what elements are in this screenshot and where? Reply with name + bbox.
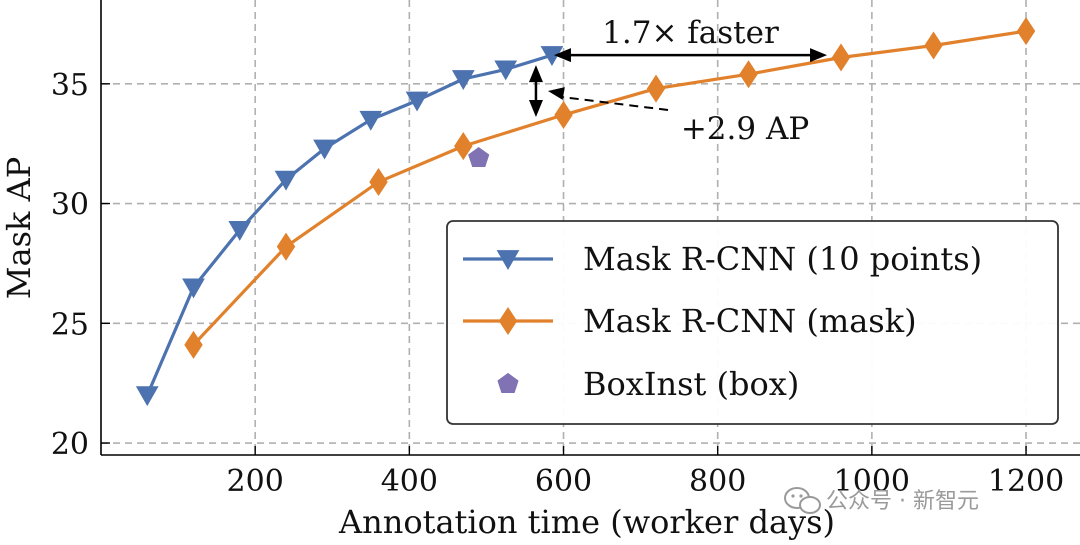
legend-item-mask-marker [498, 306, 518, 336]
watermark: 公众号 · 新智元 [784, 487, 979, 514]
legend-box [446, 220, 1059, 425]
y-tick-label: 20 [51, 427, 89, 462]
ap-gain-arrowhead-top [528, 65, 543, 83]
annotation-layer: 1.7× faster +2.9 AP [528, 15, 828, 147]
ap-gain-pointer [561, 96, 669, 111]
legend: Mask R-CNN (10 points) Mask R-CNN (mask) B… [446, 220, 1059, 425]
wechat-icon [784, 487, 821, 514]
series-mask-point [454, 132, 473, 161]
legend-item-boxinst-label: BoxInst (box) [583, 365, 799, 403]
legend-item-mask-label: Mask R-CNN (mask) [583, 302, 917, 340]
series-layer [135, 17, 1036, 407]
series-mask-point [646, 74, 666, 103]
x-axis-label: Annotation time (worker days) [338, 503, 835, 541]
x-tick-label: 200 [227, 464, 284, 499]
ap-gain-arrowhead-bottom [528, 99, 543, 117]
series-boxinst [468, 146, 490, 167]
ap-gain-annotation: +2.9 AP [681, 111, 809, 147]
series-mask-point [924, 31, 943, 60]
y-axis-label: Mask AP [0, 157, 38, 299]
series-10-points-point [451, 70, 475, 91]
series-10-points-point [182, 278, 205, 299]
series-mask-point [831, 43, 851, 72]
y-tick-label: 35 [51, 68, 89, 103]
watermark-text: 公众号 · 新智元 [826, 489, 979, 514]
x-tick-label: 1000 [834, 464, 910, 499]
series-10-points-point [135, 386, 159, 407]
series-10-points-point [359, 110, 383, 131]
series-mask [184, 17, 1036, 359]
series-mask-point [739, 60, 758, 89]
y-tick-label: 30 [51, 188, 89, 223]
series-boxinst-point [468, 146, 490, 167]
legend-item-10-points-marker [496, 250, 520, 270]
axes: 200 400 600 800 1000 1200 20 25 30 35 [51, 0, 1080, 499]
x-tick-label: 600 [535, 464, 592, 499]
ap-gain-pointer-head [548, 87, 565, 100]
faster-arrowhead-left [553, 48, 571, 63]
legend-item-boxinst: BoxInst (box) [497, 365, 799, 403]
faster-annotation: 1.7× faster [602, 15, 779, 51]
legend-item-10-points: Mask R-CNN (10 points) [463, 240, 982, 278]
series-10-points-point [405, 91, 429, 112]
x-tick-label: 400 [381, 464, 438, 499]
series-mask-point [369, 167, 388, 197]
series-10-points-line [145, 53, 553, 396]
faster-arrowhead-right [810, 48, 828, 63]
grid [101, 0, 1080, 455]
series-10-points-point [274, 170, 298, 191]
series-10-points [135, 46, 564, 407]
series-mask-point [1016, 17, 1036, 46]
series-10-points-point [313, 139, 336, 160]
legend-item-10-points-label: Mask R-CNN (10 points) [583, 240, 982, 278]
series-mask-line [192, 29, 1027, 346]
x-tick-label: 800 [689, 464, 746, 499]
series-10-points-point [228, 220, 252, 241]
series-mask-point [276, 232, 296, 261]
legend-item-boxinst-marker [497, 372, 519, 393]
series-10-points-point [494, 60, 518, 81]
legend-item-mask: Mask R-CNN (mask) [463, 302, 917, 340]
axis-labels: Annotation time (worker days) Mask AP [0, 157, 835, 541]
y-tick-label: 25 [51, 307, 89, 342]
series-mask-point [184, 330, 203, 359]
series-mask-point [554, 100, 573, 129]
x-tick-label: 1200 [988, 464, 1064, 499]
